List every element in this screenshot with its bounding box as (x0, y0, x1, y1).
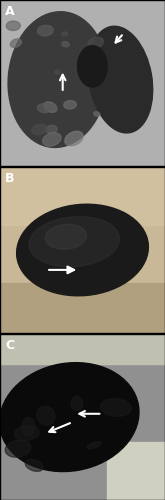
Ellipse shape (8, 12, 107, 147)
Ellipse shape (22, 418, 35, 436)
Text: C: C (5, 339, 14, 352)
Ellipse shape (71, 396, 83, 410)
Text: A: A (5, 5, 15, 18)
Ellipse shape (88, 37, 103, 48)
Bar (0, 283, 165, 333)
Ellipse shape (62, 42, 69, 47)
Ellipse shape (5, 440, 31, 458)
Bar (107, 442, 165, 500)
Ellipse shape (10, 39, 21, 48)
Ellipse shape (64, 100, 76, 109)
Bar (0, 334, 165, 364)
Ellipse shape (94, 112, 100, 116)
Ellipse shape (14, 426, 39, 440)
Ellipse shape (78, 46, 107, 87)
Ellipse shape (88, 26, 153, 133)
Ellipse shape (37, 104, 50, 113)
Ellipse shape (45, 224, 87, 250)
Ellipse shape (17, 204, 148, 296)
Ellipse shape (43, 132, 61, 146)
Ellipse shape (100, 398, 131, 416)
Bar (0, 167, 165, 225)
Ellipse shape (25, 460, 43, 471)
Ellipse shape (29, 216, 119, 267)
Ellipse shape (65, 132, 83, 146)
Ellipse shape (44, 102, 57, 113)
Ellipse shape (37, 406, 55, 425)
Text: B: B (5, 172, 15, 185)
Ellipse shape (32, 124, 47, 135)
Ellipse shape (37, 26, 53, 36)
Ellipse shape (61, 32, 68, 36)
Ellipse shape (0, 362, 139, 472)
Ellipse shape (87, 442, 101, 449)
Ellipse shape (46, 126, 57, 134)
Ellipse shape (54, 70, 60, 74)
Ellipse shape (6, 21, 20, 30)
